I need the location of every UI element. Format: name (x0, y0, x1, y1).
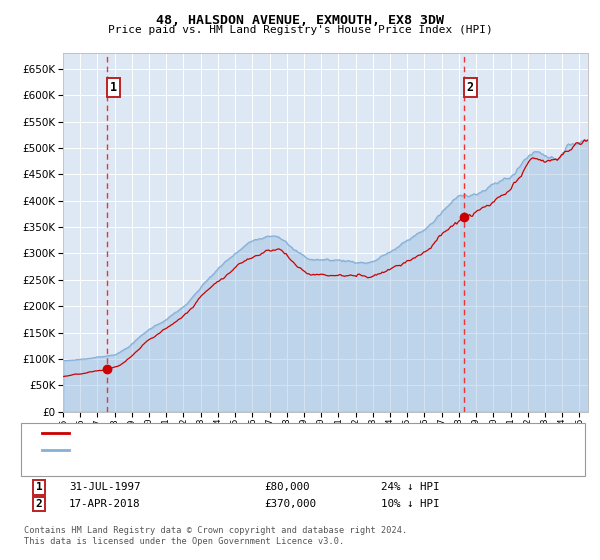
Text: Price paid vs. HM Land Registry's House Price Index (HPI): Price paid vs. HM Land Registry's House … (107, 25, 493, 35)
Text: £370,000: £370,000 (264, 499, 316, 509)
Text: 1: 1 (35, 482, 43, 492)
Text: 24% ↓ HPI: 24% ↓ HPI (381, 482, 439, 492)
Text: 2: 2 (466, 81, 473, 94)
Text: HPI: Average price, detached house, East Devon: HPI: Average price, detached house, East… (75, 445, 345, 455)
Text: 48, HALSDON AVENUE, EXMOUTH, EX8 3DW (detached house): 48, HALSDON AVENUE, EXMOUTH, EX8 3DW (de… (75, 428, 386, 438)
Text: 10% ↓ HPI: 10% ↓ HPI (381, 499, 439, 509)
Text: Contains HM Land Registry data © Crown copyright and database right 2024.
This d: Contains HM Land Registry data © Crown c… (24, 526, 407, 546)
Text: 17-APR-2018: 17-APR-2018 (69, 499, 140, 509)
Text: 1: 1 (110, 81, 117, 94)
Text: 48, HALSDON AVENUE, EXMOUTH, EX8 3DW: 48, HALSDON AVENUE, EXMOUTH, EX8 3DW (156, 14, 444, 27)
Text: 31-JUL-1997: 31-JUL-1997 (69, 482, 140, 492)
Text: £80,000: £80,000 (264, 482, 310, 492)
Text: 2: 2 (35, 499, 43, 509)
